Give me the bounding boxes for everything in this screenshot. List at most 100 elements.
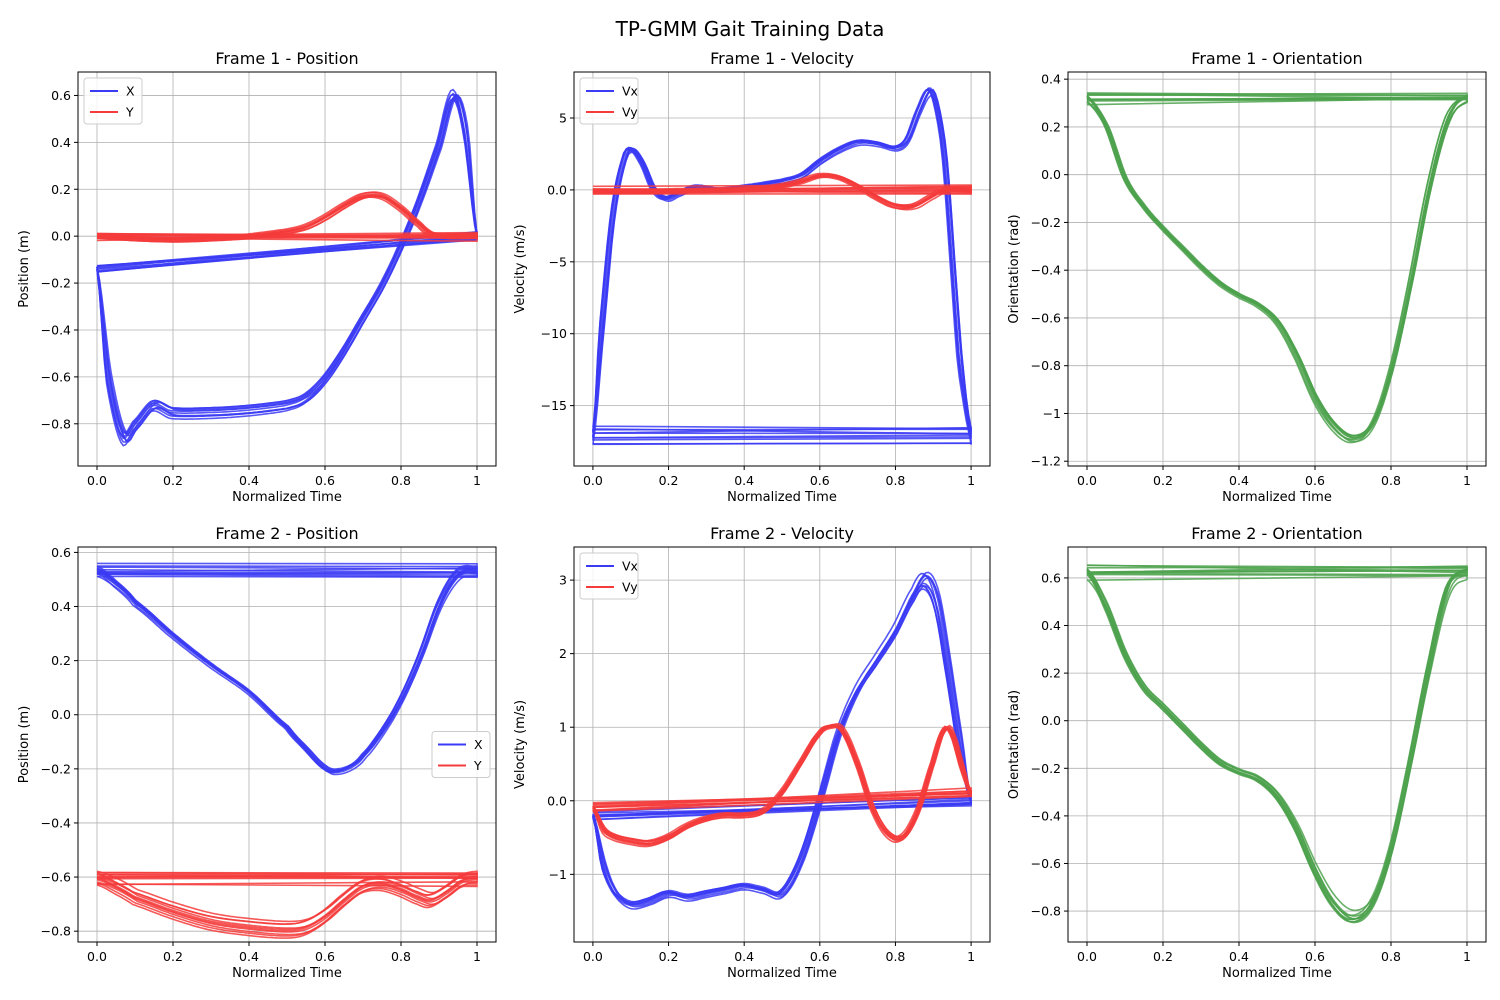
subplot-title: Frame 1 - Orientation (1191, 49, 1362, 68)
y-tick-label: −0.6 (1031, 856, 1061, 871)
x-tick-label: 0.2 (1153, 473, 1173, 488)
y-tick-label: −10 (541, 326, 567, 341)
x-tick-label: 0.4 (1229, 949, 1249, 964)
x-tick-label: 0.0 (583, 949, 603, 964)
x-axis-label: Normalized Time (727, 966, 837, 981)
y-tick-label: 0.4 (51, 599, 71, 614)
series-group (96, 562, 478, 939)
x-axis-label: Normalized Time (232, 490, 342, 505)
x-tick-label: 0.6 (1305, 949, 1325, 964)
series-line-vy (592, 724, 972, 845)
legend-label: Vy (622, 105, 638, 120)
y-tick-label: −0.6 (41, 369, 71, 384)
y-tick-label: −5 (549, 254, 567, 269)
subplot-title: Frame 2 - Orientation (1191, 524, 1362, 543)
subplot-title: Frame 2 - Velocity (710, 524, 854, 543)
y-axis-label: Velocity (m/s) (513, 700, 528, 789)
legend-label: Vy (622, 580, 638, 595)
x-tick-label: 1 (967, 949, 975, 964)
subplot-6: 0.0 0.2 0.4 0.6 0.8 1 −0.8 −0.6 −0.4 −0.2 0.0 0.2 0.… (1007, 524, 1487, 981)
series-line-vy (592, 174, 972, 208)
x-tick-label: 0.0 (583, 473, 603, 488)
legend: XY (83, 77, 143, 125)
legend-label: Y (473, 758, 482, 773)
x-tick-label: 0.6 (315, 949, 335, 964)
y-tick-label: 1 (559, 720, 567, 735)
series-line-vx (592, 574, 972, 905)
x-tick-label: 0.8 (886, 473, 906, 488)
series-line-vx (592, 584, 972, 904)
y-tick-label: 0.0 (1041, 713, 1061, 728)
legend-label: Y (125, 105, 134, 120)
y-axis-label: Position (m) (17, 706, 32, 784)
y-tick-label: 0.2 (51, 653, 71, 668)
y-tick-label: −0.6 (1031, 310, 1061, 325)
y-tick-label: −0.8 (1031, 904, 1061, 919)
y-axis-label: Orientation (rad) (1007, 690, 1022, 799)
x-tick-label: 0.4 (1229, 473, 1249, 488)
axes-frame (77, 71, 497, 467)
series-group (592, 87, 972, 446)
y-tick-label: −1.2 (1031, 454, 1061, 469)
series-line-x (96, 567, 478, 773)
y-tick-label: −0.4 (41, 322, 71, 337)
x-tick-label: 0.0 (87, 473, 107, 488)
x-axis-label: Normalized Time (1222, 490, 1332, 505)
subplot-title: Frame 1 - Position (215, 49, 358, 68)
y-tick-label: −1 (1043, 406, 1061, 421)
x-tick-label: 1 (967, 473, 975, 488)
x-axis-label: Normalized Time (727, 490, 837, 505)
legend-label: X (474, 737, 483, 752)
x-tick-label: 0.2 (659, 949, 679, 964)
axes-frame (573, 546, 991, 943)
axes-frame (1067, 71, 1487, 467)
y-tick-label: 2 (559, 646, 567, 661)
y-tick-label: −0.8 (41, 924, 71, 939)
y-tick-label: −0.4 (1031, 263, 1061, 278)
legend: Vx Vy (579, 552, 639, 600)
series-line-y (96, 873, 478, 932)
x-tick-label: 0.0 (1077, 949, 1097, 964)
x-tick-label: 0.4 (239, 949, 259, 964)
series-line-vy (592, 724, 972, 842)
series-line-y (96, 875, 478, 929)
axes-frame (1067, 546, 1487, 943)
x-axis-label: Normalized Time (232, 966, 342, 981)
legend: Vx Vy (579, 77, 639, 125)
y-tick-label: 0.0 (51, 707, 71, 722)
y-tick-label: −0.4 (1031, 808, 1061, 823)
x-tick-label: 0.0 (87, 949, 107, 964)
x-tick-label: 0.8 (1381, 473, 1401, 488)
y-axis-label: Orientation (rad) (1007, 214, 1022, 323)
axes-frame (573, 71, 991, 467)
legend-label: Vx (622, 559, 638, 574)
x-tick-label: 0.6 (810, 473, 830, 488)
y-tick-label: 0.2 (1041, 666, 1061, 681)
x-axis-label: Normalized Time (1222, 966, 1332, 981)
x-tick-label: 0.6 (810, 949, 830, 964)
legend-label: X (126, 84, 135, 99)
series-line-orientation (1086, 567, 1468, 920)
x-tick-label: 0.6 (315, 473, 335, 488)
subplot-2: 0.0 0.2 0.4 0.6 0.8 1 −15 −10 −5 0.0 5 Frame 1 - Ve… (513, 49, 991, 505)
subplot-1: 0.0 0.2 0.4 0.6 0.8 1 −0.8 −0.6 −0.4 −0.2 0.0 0.2 0.… (17, 49, 497, 505)
figure-title: TP-GMM Gait Training Data (615, 17, 885, 41)
axes-frame (77, 546, 497, 943)
x-tick-label: 0.8 (391, 949, 411, 964)
y-tick-label: 3 (559, 573, 567, 588)
x-tick-label: 0.8 (1381, 949, 1401, 964)
series-line-orientation (1086, 565, 1468, 921)
x-tick-label: 0.0 (1077, 473, 1097, 488)
series-line-vx (592, 588, 972, 904)
series-line-y (96, 196, 478, 243)
y-tick-label: 0.0 (547, 793, 567, 808)
y-tick-label: −0.8 (41, 416, 71, 431)
subplot-title: Frame 1 - Velocity (710, 49, 854, 68)
y-tick-label: 0.4 (51, 135, 71, 150)
x-tick-label: 0.2 (163, 949, 183, 964)
x-tick-label: 0.2 (659, 473, 679, 488)
series-line-orientation (1086, 94, 1468, 440)
x-tick-label: 0.8 (886, 949, 906, 964)
